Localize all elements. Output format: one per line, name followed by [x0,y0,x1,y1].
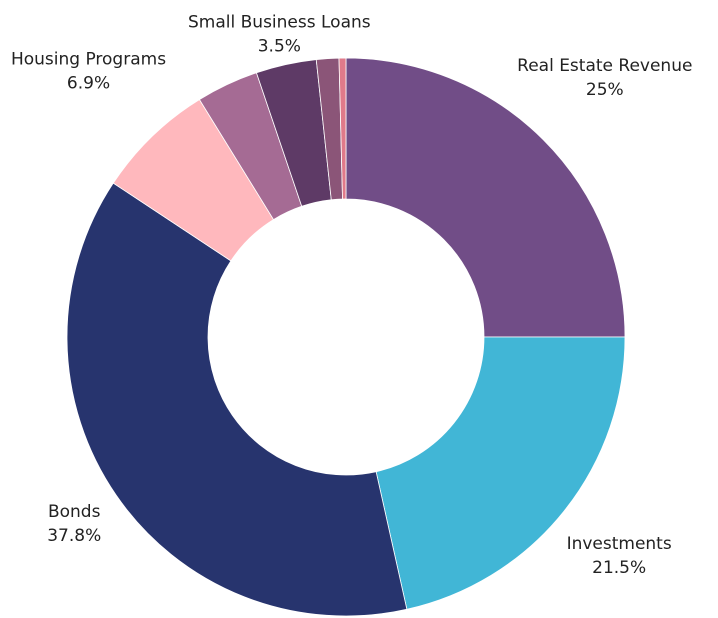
slice [66,182,408,617]
value-label: 37.8% [47,526,101,546]
slice [375,336,626,610]
slice-label: Small Business Loans [188,12,371,32]
slice [345,57,626,338]
value-label: 3.5% [258,36,301,56]
value-label: 21.5% [592,558,646,578]
slice [338,57,347,200]
slice-label: Real Estate Revenue [517,56,692,76]
slice-label: Bonds [48,502,101,522]
slice-label: Housing Programs [11,49,166,69]
value-label: 25% [586,80,624,100]
slice-label: Investments [567,534,672,554]
value-label: 6.9% [67,73,110,93]
